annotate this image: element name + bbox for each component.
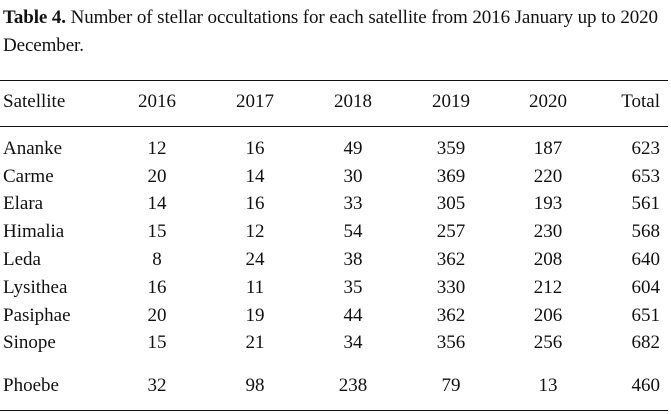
satellite-cell: Carme <box>3 165 54 187</box>
table-cell: 30 <box>343 165 363 187</box>
table-cell: 362 <box>436 249 466 271</box>
header-cell: Satellite <box>3 91 66 112</box>
table-cell: 38 <box>343 249 363 271</box>
table-cell: 33 <box>343 193 363 215</box>
table-cell: 21 <box>245 332 265 354</box>
occultations-table: Satellite 2016 2017 2018 2019 2020 Total <box>0 88 668 116</box>
table-row: Ananke 12 16 49 359 187 623 <box>0 135 668 163</box>
table-row: Pasiphae 20 19 44 362 206 651 <box>0 302 668 330</box>
table-caption-label: Table 4. <box>3 7 66 28</box>
table-cell: 20 <box>147 165 167 187</box>
table-cell: 20 <box>147 304 167 326</box>
table-cell: 208 <box>533 249 563 271</box>
header-cell: Total <box>621 91 660 112</box>
table-cell: 14 <box>147 193 167 215</box>
table-row: Elara 14 16 33 305 193 561 <box>0 191 668 219</box>
total-cell: 653 <box>631 165 661 187</box>
table-cell: 11 <box>245 276 265 298</box>
table-cell: 212 <box>533 276 563 298</box>
header-cell: 2017 <box>236 91 274 112</box>
table-cell: 193 <box>533 193 563 215</box>
total-cell: 561 <box>631 193 661 215</box>
satellite-cell: Leda <box>3 249 41 271</box>
satellite-cell: Himalia <box>3 221 65 243</box>
satellite-cell: Elara <box>3 193 44 215</box>
table-header-row: Satellite 2016 2017 2018 2019 2020 Total <box>0 88 668 116</box>
table-cell: 98 <box>245 374 265 396</box>
table-cell: 369 <box>436 165 466 187</box>
total-cell: 651 <box>631 304 661 326</box>
header-cell: 2020 <box>529 91 567 112</box>
table-cell: 238 <box>338 374 368 396</box>
total-cell: 460 <box>631 374 661 396</box>
table-cell: 305 <box>436 193 466 215</box>
table-cell: 19 <box>245 304 265 326</box>
table-cell: 79 <box>441 374 461 396</box>
table-caption-text: Number of stellar occultations for each … <box>3 7 658 56</box>
table-cell: 13 <box>538 374 558 396</box>
table-row: Lysithea 16 11 35 330 212 604 <box>0 274 668 302</box>
table-row: Sinope 15 21 34 356 256 682 <box>0 330 668 358</box>
table-cell: 16 <box>147 276 167 298</box>
table-cell: 359 <box>436 137 466 159</box>
table-cell: 187 <box>533 137 563 159</box>
table-cell: 49 <box>343 137 363 159</box>
satellite-cell: Sinope <box>3 332 56 354</box>
table-cell: 34 <box>343 332 363 354</box>
table-cell: 257 <box>436 221 466 243</box>
total-cell: 604 <box>631 276 661 298</box>
table-cell: 362 <box>436 304 466 326</box>
table-row: Himalia 15 12 54 257 230 568 <box>0 218 668 246</box>
header-cell: 2018 <box>334 91 372 112</box>
satellite-cell: Pasiphae <box>3 304 71 326</box>
table-top-rule <box>0 80 668 81</box>
table-cell: 220 <box>533 165 563 187</box>
table-cell: 356 <box>436 332 466 354</box>
table-row: Carme 20 14 30 369 220 653 <box>0 163 668 191</box>
occultations-table-extra: Phoebe 32 98 238 79 13 460 <box>0 372 668 400</box>
table-cell: 206 <box>533 304 563 326</box>
table-cell: 44 <box>343 304 363 326</box>
table-cell: 24 <box>245 249 265 271</box>
total-cell: 568 <box>631 221 661 243</box>
table-header-rule <box>0 126 668 127</box>
total-cell: 623 <box>631 137 661 159</box>
table-caption: Table 4. Number of stellar occultations … <box>3 4 667 60</box>
table-row: Phoebe 32 98 238 79 13 460 <box>0 372 668 400</box>
table-cell: 15 <box>147 332 167 354</box>
table-cell: 12 <box>147 137 167 159</box>
total-cell: 640 <box>631 249 661 271</box>
table-row: Leda 8 24 38 362 208 640 <box>0 246 668 274</box>
satellite-cell: Lysithea <box>3 276 68 298</box>
table-cell: 330 <box>436 276 466 298</box>
table-cell: 35 <box>343 276 363 298</box>
table-cell: 16 <box>245 137 265 159</box>
table-cell: 15 <box>147 221 167 243</box>
table-cell: 8 <box>152 249 162 271</box>
table-cell: 32 <box>147 374 167 396</box>
table-cell: 256 <box>533 332 563 354</box>
table-cell: 12 <box>245 221 265 243</box>
header-cell: 2019 <box>432 91 470 112</box>
table-cell: 16 <box>245 193 265 215</box>
table-cell: 54 <box>343 221 363 243</box>
table-cell: 14 <box>245 165 265 187</box>
total-cell: 682 <box>631 332 661 354</box>
satellite-cell: Ananke <box>3 137 63 159</box>
satellite-cell: Phoebe <box>3 374 59 396</box>
occultations-table-body: Ananke 12 16 49 359 187 623 Carme 20 14 … <box>0 135 668 357</box>
table-bottom-rule <box>0 410 668 411</box>
table-cell: 230 <box>533 221 563 243</box>
header-cell: 2016 <box>138 91 176 112</box>
